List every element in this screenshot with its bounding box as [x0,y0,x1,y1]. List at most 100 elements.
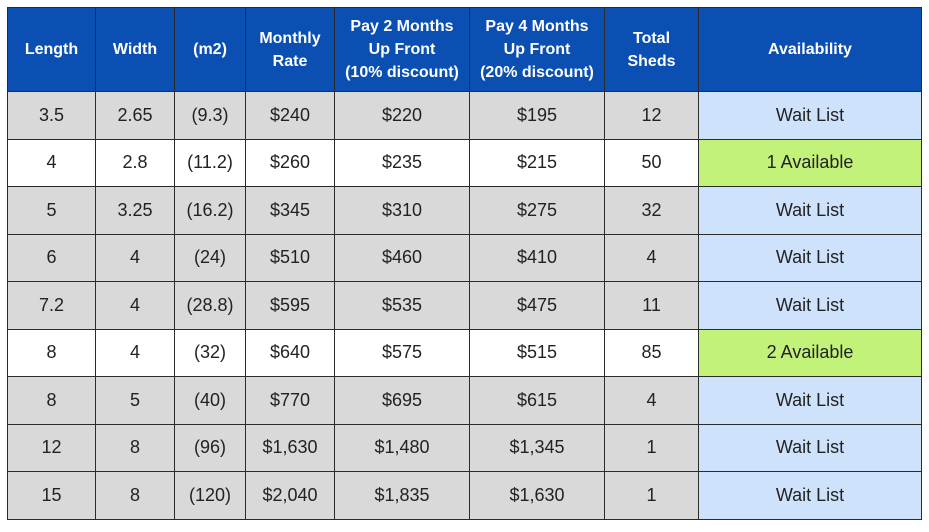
table-cell: (32) [174,328,246,377]
table-cell: (28.8) [174,281,246,330]
availability-cell: 1 Available [698,138,922,187]
availability-cell: Wait List [698,376,922,425]
header-line: Sheds [627,52,676,70]
table-row: 12 8 (96) $1,630 $1,480 $1,345 1 Wait List [7,423,922,472]
header-cell: Monthly Rate [245,7,335,92]
table-cell: 2.8 [95,138,175,187]
header-line: Pay 2 Months [350,18,454,35]
table-cell: 12 [7,423,96,472]
table-cell: 7.2 [7,281,96,330]
table-cell: 2.65 [95,91,175,140]
table-row: 4 2.8 (11.2) $260 $235 $215 50 1 Available [7,138,922,187]
availability-cell: Wait List [698,91,922,140]
table-cell: $1,480 [334,423,470,472]
availability-cell: 2 Available [698,328,922,377]
table-row: 6 4 (24) $510 $460 $410 4 Wait List [7,233,922,282]
table-row: 7.2 4 (28.8) $595 $535 $475 11 Wait List [7,281,922,330]
header-line: Pay 4 Months [485,18,589,35]
availability-cell: Wait List [698,281,922,330]
availability-cell: Wait List [698,423,922,472]
header-line: Rate [272,52,308,70]
table-row: 5 3.25 (16.2) $345 $310 $275 32 Wait List [7,186,922,235]
table-cell: 8 [7,328,96,377]
table-cell: $195 [469,91,605,140]
table-cell: $770 [245,376,335,425]
table-cell: 3.5 [7,91,96,140]
header-cell: Width [95,7,175,92]
table-cell: 4 [95,233,175,282]
table-cell: 8 [7,376,96,425]
table-cell: 8 [95,423,175,472]
table-cell: $510 [245,233,335,282]
table-cell: 4 [95,328,175,377]
table-cell: $1,630 [245,423,335,472]
table-cell: $1,835 [334,471,470,520]
table-body: 3.5 2.65 (9.3) $240 $220 $195 12 Wait List 4 2.8(… [7,91,922,520]
table-cell: (40) [174,376,246,425]
table-cell: $515 [469,328,605,377]
header-line: (m2) [193,41,227,58]
header-line: (20% discount) [480,64,594,81]
table-row: 8 4 (32) $640 $575 $515 85 2 Available [7,328,922,377]
table-cell: 15 [7,471,96,520]
table-cell: 12 [604,91,699,140]
table-cell: (11.2) [174,138,246,187]
table-cell: 8 [95,471,175,520]
table-cell: $575 [334,328,470,377]
header-row: Length Width (m2) Monthly Rate Pay 2 Months Up… [7,7,922,92]
table-cell: $535 [334,281,470,330]
header-cell: (m2) [174,7,246,92]
shed-table: Length Width (m2) Monthly Rate Pay 2 Months Up… [7,7,922,520]
table-cell: $345 [245,186,335,235]
table-cell: 4 [604,376,699,425]
header-line: Up Front [503,41,571,58]
table-cell: $235 [334,138,470,187]
header-cell: Length [7,7,96,92]
table-row: 15 8 (120) $2,040 $1,835 $1,630 1 Wait List [7,471,922,520]
header-line: Availability [768,41,852,58]
header-line: Monthly [259,29,321,47]
table-cell: $2,040 [245,471,335,520]
table-cell: (16.2) [174,186,246,235]
table-cell: 5 [95,376,175,425]
table-cell: (9.3) [174,91,246,140]
table-row: 3.5 2.65 (9.3) $240 $220 $195 12 Wait List [7,91,922,140]
table-cell: $475 [469,281,605,330]
table-cell: 3.25 [95,186,175,235]
table-cell: $1,345 [469,423,605,472]
table-cell: $595 [245,281,335,330]
table-cell: $220 [334,91,470,140]
table-cell: $695 [334,376,470,425]
table-cell: 11 [604,281,699,330]
table-cell: 4 [604,233,699,282]
table-cell: $260 [245,138,335,187]
table-cell: 4 [95,281,175,330]
header-cell: Pay 4 Months Up Front (20% discount) [469,7,605,92]
table-cell: $410 [469,233,605,282]
table-cell: $460 [334,233,470,282]
table-cell: 6 [7,233,96,282]
header-cell: Total Sheds [604,7,699,92]
table-cell: 85 [604,328,699,377]
header-line: Up Front [368,41,436,58]
header-cell: Pay 2 Months Up Front (10% discount) [334,7,470,92]
header-cell: Availability [698,7,922,92]
header-line: Total [632,29,671,47]
table-cell: 1 [604,471,699,520]
table-row: 8 5 (40) $770 $695 $615 4 Wait List [7,376,922,425]
table-cell: $1,630 [469,471,605,520]
table-cell: 32 [604,186,699,235]
availability-cell: Wait List [698,233,922,282]
header-line: Length [24,41,79,58]
table-cell: 1 [604,423,699,472]
table-cell: $215 [469,138,605,187]
table-cell: $615 [469,376,605,425]
header-line: (10% discount) [345,64,459,81]
table-cell: $240 [245,91,335,140]
table-cell: (24) [174,233,246,282]
table-cell: $640 [245,328,335,377]
table-cell: $310 [334,186,470,235]
table-cell: 4 [7,138,96,187]
table-cell: 50 [604,138,699,187]
